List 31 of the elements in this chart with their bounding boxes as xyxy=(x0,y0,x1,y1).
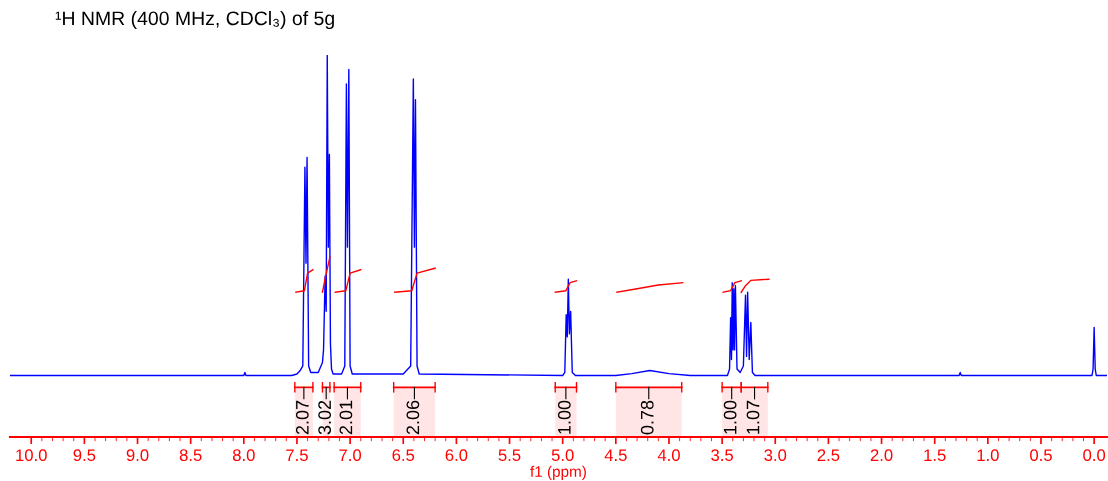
x-tick-label: 0.5 xyxy=(1030,449,1052,462)
x-tick-label: 3.5 xyxy=(711,449,734,462)
x-tick-label: 1.5 xyxy=(924,449,946,462)
x-tick-label: 4.5 xyxy=(604,449,627,462)
band-label: 2.07 xyxy=(295,400,309,435)
band-label: 0.78 xyxy=(640,400,654,435)
band-label: 1.07 xyxy=(746,400,760,434)
x-tick-label: 8.5 xyxy=(179,449,202,462)
band-label: 3.02 xyxy=(318,400,332,435)
x-tick-label: 0.0 xyxy=(1083,449,1106,462)
chart-title: ¹H NMR (400 MHz, CDCl₃) of 5g xyxy=(55,10,334,30)
x-tick-label: 8.0 xyxy=(232,449,255,462)
x-tick-label: 7.5 xyxy=(286,449,308,462)
x-tick-label: 5.5 xyxy=(498,449,521,462)
x-tick-label: 4.0 xyxy=(657,449,680,462)
x-tick-label: 1.0 xyxy=(977,449,999,462)
x-tick-label: 3.0 xyxy=(764,449,787,462)
x-tick-label: 5.0 xyxy=(551,449,574,462)
band-label: 2.01 xyxy=(339,400,353,435)
x-tick-label: 7.0 xyxy=(339,449,362,462)
x-tick-label: 9.0 xyxy=(126,449,149,462)
x-tick-label: 9.5 xyxy=(73,449,96,462)
band-label: 2.06 xyxy=(406,400,420,435)
x-tick-label: 2.5 xyxy=(817,449,840,462)
x-tick-label: 6.0 xyxy=(445,449,468,462)
x-tick-label: 2.0 xyxy=(870,449,893,462)
x-tick-label: 6.5 xyxy=(392,449,415,462)
band-label: 1.00 xyxy=(557,400,571,434)
x-axis-title: f1 (ppm) xyxy=(530,465,586,480)
band-label: 1.00 xyxy=(723,400,737,434)
x-tick-label: 10.0 xyxy=(16,449,47,462)
